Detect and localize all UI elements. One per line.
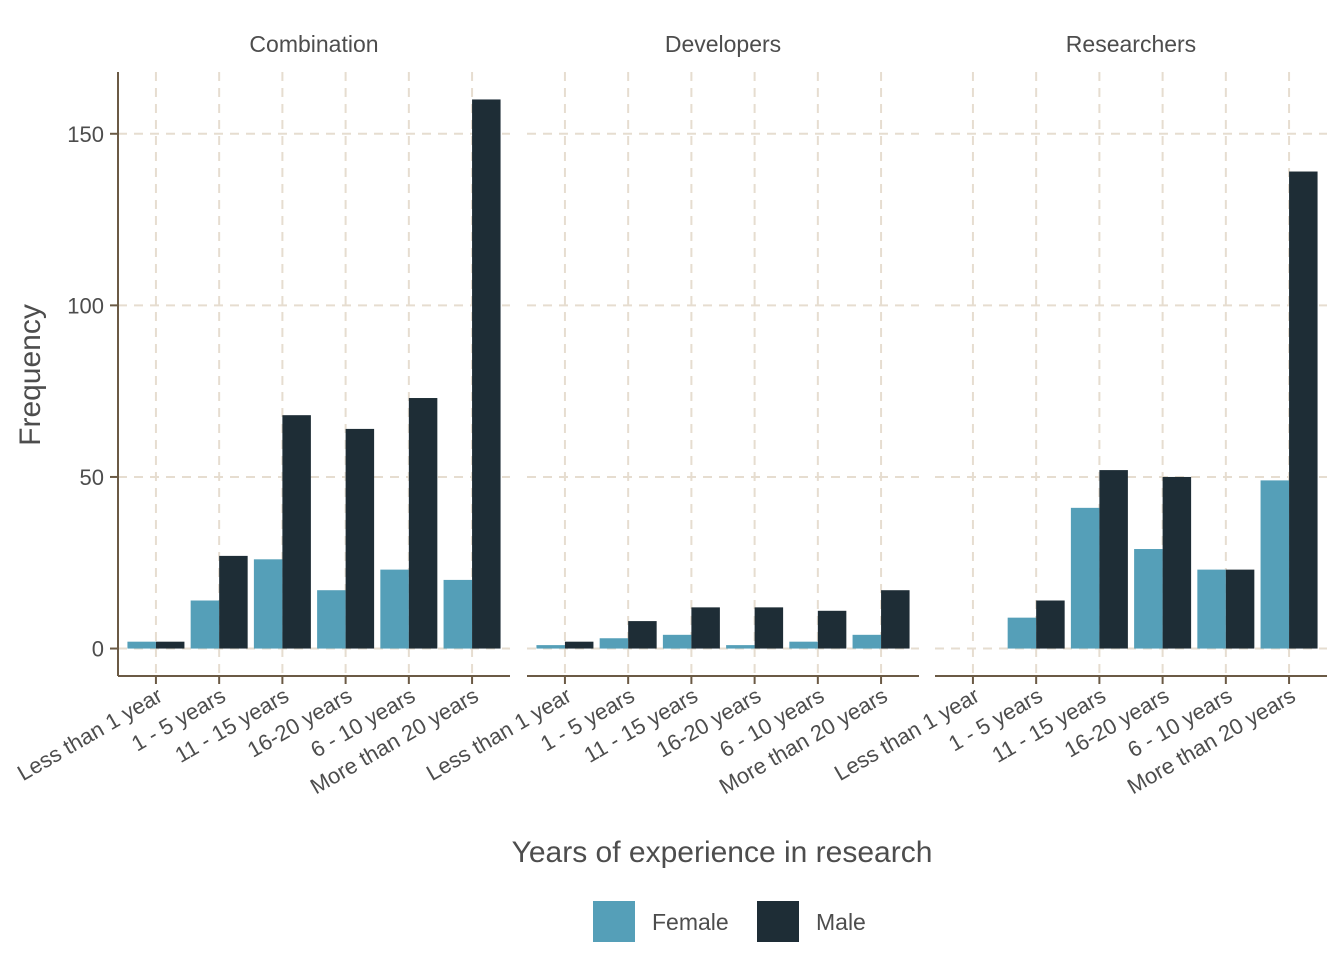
bar-female <box>789 641 818 649</box>
bar-male <box>282 415 311 649</box>
bar-female <box>726 645 755 649</box>
bar-female <box>317 590 346 649</box>
bar-female <box>662 634 692 649</box>
panel-title: Researchers <box>1066 31 1196 57</box>
bar-female <box>127 641 156 649</box>
bar-female <box>1007 617 1037 649</box>
bar-male <box>472 99 501 649</box>
panel-title: Developers <box>665 31 781 57</box>
legend-swatch-female <box>593 901 635 942</box>
y-axis: 0 50 100 150 <box>67 72 119 676</box>
legend-swatch-male <box>757 901 799 942</box>
bar-female <box>852 634 882 649</box>
bar-female <box>1070 507 1100 649</box>
bar-female <box>1260 480 1290 649</box>
y-tick-label: 50 <box>80 465 104 490</box>
bar-male <box>155 641 185 649</box>
legend-label-female: Female <box>652 909 729 935</box>
y-tick-label: 150 <box>67 122 104 147</box>
bar-male <box>1225 569 1255 649</box>
bar-female <box>599 638 629 649</box>
legend-label-male: Male <box>816 909 866 935</box>
bar-female <box>380 569 409 649</box>
bar-male <box>219 555 248 649</box>
y-tick-label: 100 <box>67 293 104 318</box>
bar-male <box>345 428 375 649</box>
bar-male <box>691 607 720 649</box>
bar-female <box>1134 549 1163 649</box>
bar-female <box>443 579 473 649</box>
bar-male <box>564 641 594 649</box>
y-tick-label: 0 <box>92 637 104 662</box>
bar-female <box>536 645 565 649</box>
bar-female <box>1197 569 1226 649</box>
bar-male <box>881 590 910 649</box>
bar-male <box>754 607 784 649</box>
bar-male <box>1099 470 1128 649</box>
x-axis-title: Years of experience in research <box>512 836 933 869</box>
y-axis-title: Frequency <box>14 304 47 446</box>
bar-male <box>817 610 847 649</box>
bar-male <box>1036 600 1065 649</box>
legend: Female Male <box>593 901 866 942</box>
bar-male <box>628 621 657 649</box>
bar-male <box>1289 171 1318 649</box>
bar-male <box>408 398 438 649</box>
panel-title: Combination <box>249 31 378 57</box>
bar-female <box>190 600 220 649</box>
bar-female <box>253 559 283 649</box>
bar-male <box>1162 476 1192 649</box>
